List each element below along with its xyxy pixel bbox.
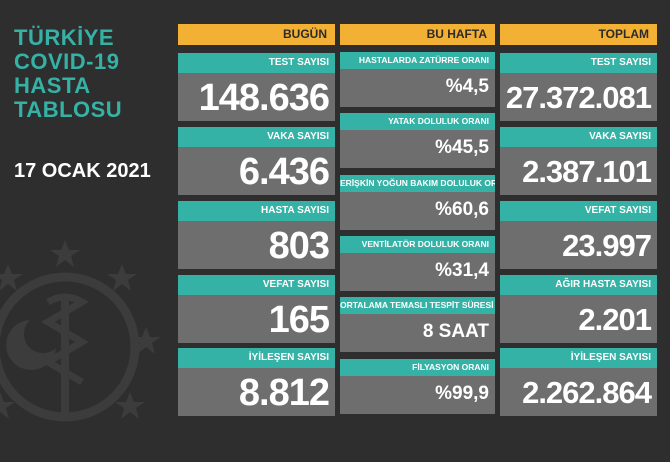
card-value: 8.812 [238,372,330,414]
total-severe-card: AĞIR HASTA SAYISI 2.201 [500,275,657,343]
card-value: 8 SAAT [422,321,489,342]
card-value: %4,5 [445,76,489,97]
total-death-card: VEFAT SAYISI 23.997 [500,201,657,269]
total-case-card: VAKA SAYISI 2.387.101 [500,127,657,195]
contact-detection-card: ORTALAMA TEMASLI TESPİT SÜRESİ 8 SAAT [340,297,495,352]
card-value: %99,9 [435,383,489,404]
card-label: VAKA SAYISI [178,127,335,147]
card-label: YATAK DOLULUK ORANI [340,113,495,130]
today-column: BUGÜN TEST SAYISI 148.636 VAKA SAYISI 6.… [178,24,335,444]
card-label: VAKA SAYISI [500,127,657,147]
card-label: VEFAT SAYISI [178,275,335,295]
pneumonia-rate-card: HASTALARDA ZATÜRRE ORANI %4,5 [340,52,495,107]
card-label: İYİLEŞEN SAYISI [500,348,657,368]
today-recovered-card: İYİLEŞEN SAYISI 8.812 [178,348,335,416]
card-label: VENTİLATÖR DOLULUK ORANI [340,236,495,253]
card-label: ERİŞKİN YOĞUN BAKIM DOLULUK ORANI [340,175,495,192]
card-value: 803 [268,225,330,267]
card-label: FİLYASYON ORANI [340,359,495,376]
icu-occupancy-card: ERİŞKİN YOĞUN BAKIM DOLULUK ORANI %60,6 [340,175,495,230]
ventilator-occupancy-card: VENTİLATÖR DOLULUK ORANI %31,4 [340,236,495,291]
card-label: HASTALARDA ZATÜRRE ORANI [340,52,495,69]
card-label: İYİLEŞEN SAYISI [178,348,335,368]
card-label: TEST SAYISI [500,53,657,73]
this-week-header: BU HAFTA [340,24,495,45]
card-label: ORTALAMA TEMASLI TESPİT SÜRESİ [340,297,495,314]
card-value: %45,5 [435,137,489,158]
card-value: %60,6 [435,199,489,220]
ministry-emblem-icon [0,240,160,422]
card-value: 148.636 [198,77,330,119]
card-label: TEST SAYISI [178,53,335,73]
today-patient-card: HASTA SAYISI 803 [178,201,335,269]
total-column: TOPLAM TEST SAYISI 27.372.081 VAKA SAYIS… [500,24,657,444]
card-value: 2.262.864 [522,375,652,410]
today-case-card: VAKA SAYISI 6.436 [178,127,335,195]
total-recovered-card: İYİLEŞEN SAYISI 2.262.864 [500,348,657,416]
card-label: AĞIR HASTA SAYISI [500,275,657,295]
card-value: 6.436 [238,151,330,193]
card-value: 2.201 [578,302,652,337]
card-value: 2.387.101 [522,154,652,189]
report-date: 17 OCAK 2021 [14,160,151,182]
title-line: TABLOSU [14,97,123,122]
title-line: COVID-19 [14,49,120,74]
this-week-column: BU HAFTA HASTALARDA ZATÜRRE ORANI %4,5 Y… [340,24,495,444]
card-label: HASTA SAYISI [178,201,335,221]
today-header: BUGÜN [178,24,335,45]
card-value: 27.372.081 [505,80,652,115]
total-test-card: TEST SAYISI 27.372.081 [500,53,657,121]
card-value: 165 [268,299,330,341]
today-test-card: TEST SAYISI 148.636 [178,53,335,121]
card-value: %31,4 [435,260,489,281]
today-death-card: VEFAT SAYISI 165 [178,275,335,343]
bed-occupancy-card: YATAK DOLULUK ORANI %45,5 [340,113,495,168]
card-value: 23.997 [562,228,652,263]
filiation-rate-card: FİLYASYON ORANI %99,9 [340,359,495,414]
card-label: VEFAT SAYISI [500,201,657,221]
title-line: HASTA [14,73,91,98]
page-title: TÜRKİYE COVID-19 HASTA TABLOSU [14,26,122,122]
total-header: TOPLAM [500,24,657,45]
title-line: TÜRKİYE [14,25,115,50]
